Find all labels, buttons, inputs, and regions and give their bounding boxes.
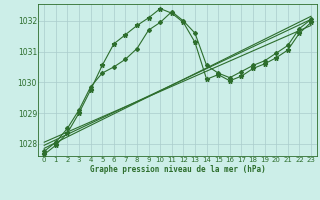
X-axis label: Graphe pression niveau de la mer (hPa): Graphe pression niveau de la mer (hPa) <box>90 165 266 174</box>
